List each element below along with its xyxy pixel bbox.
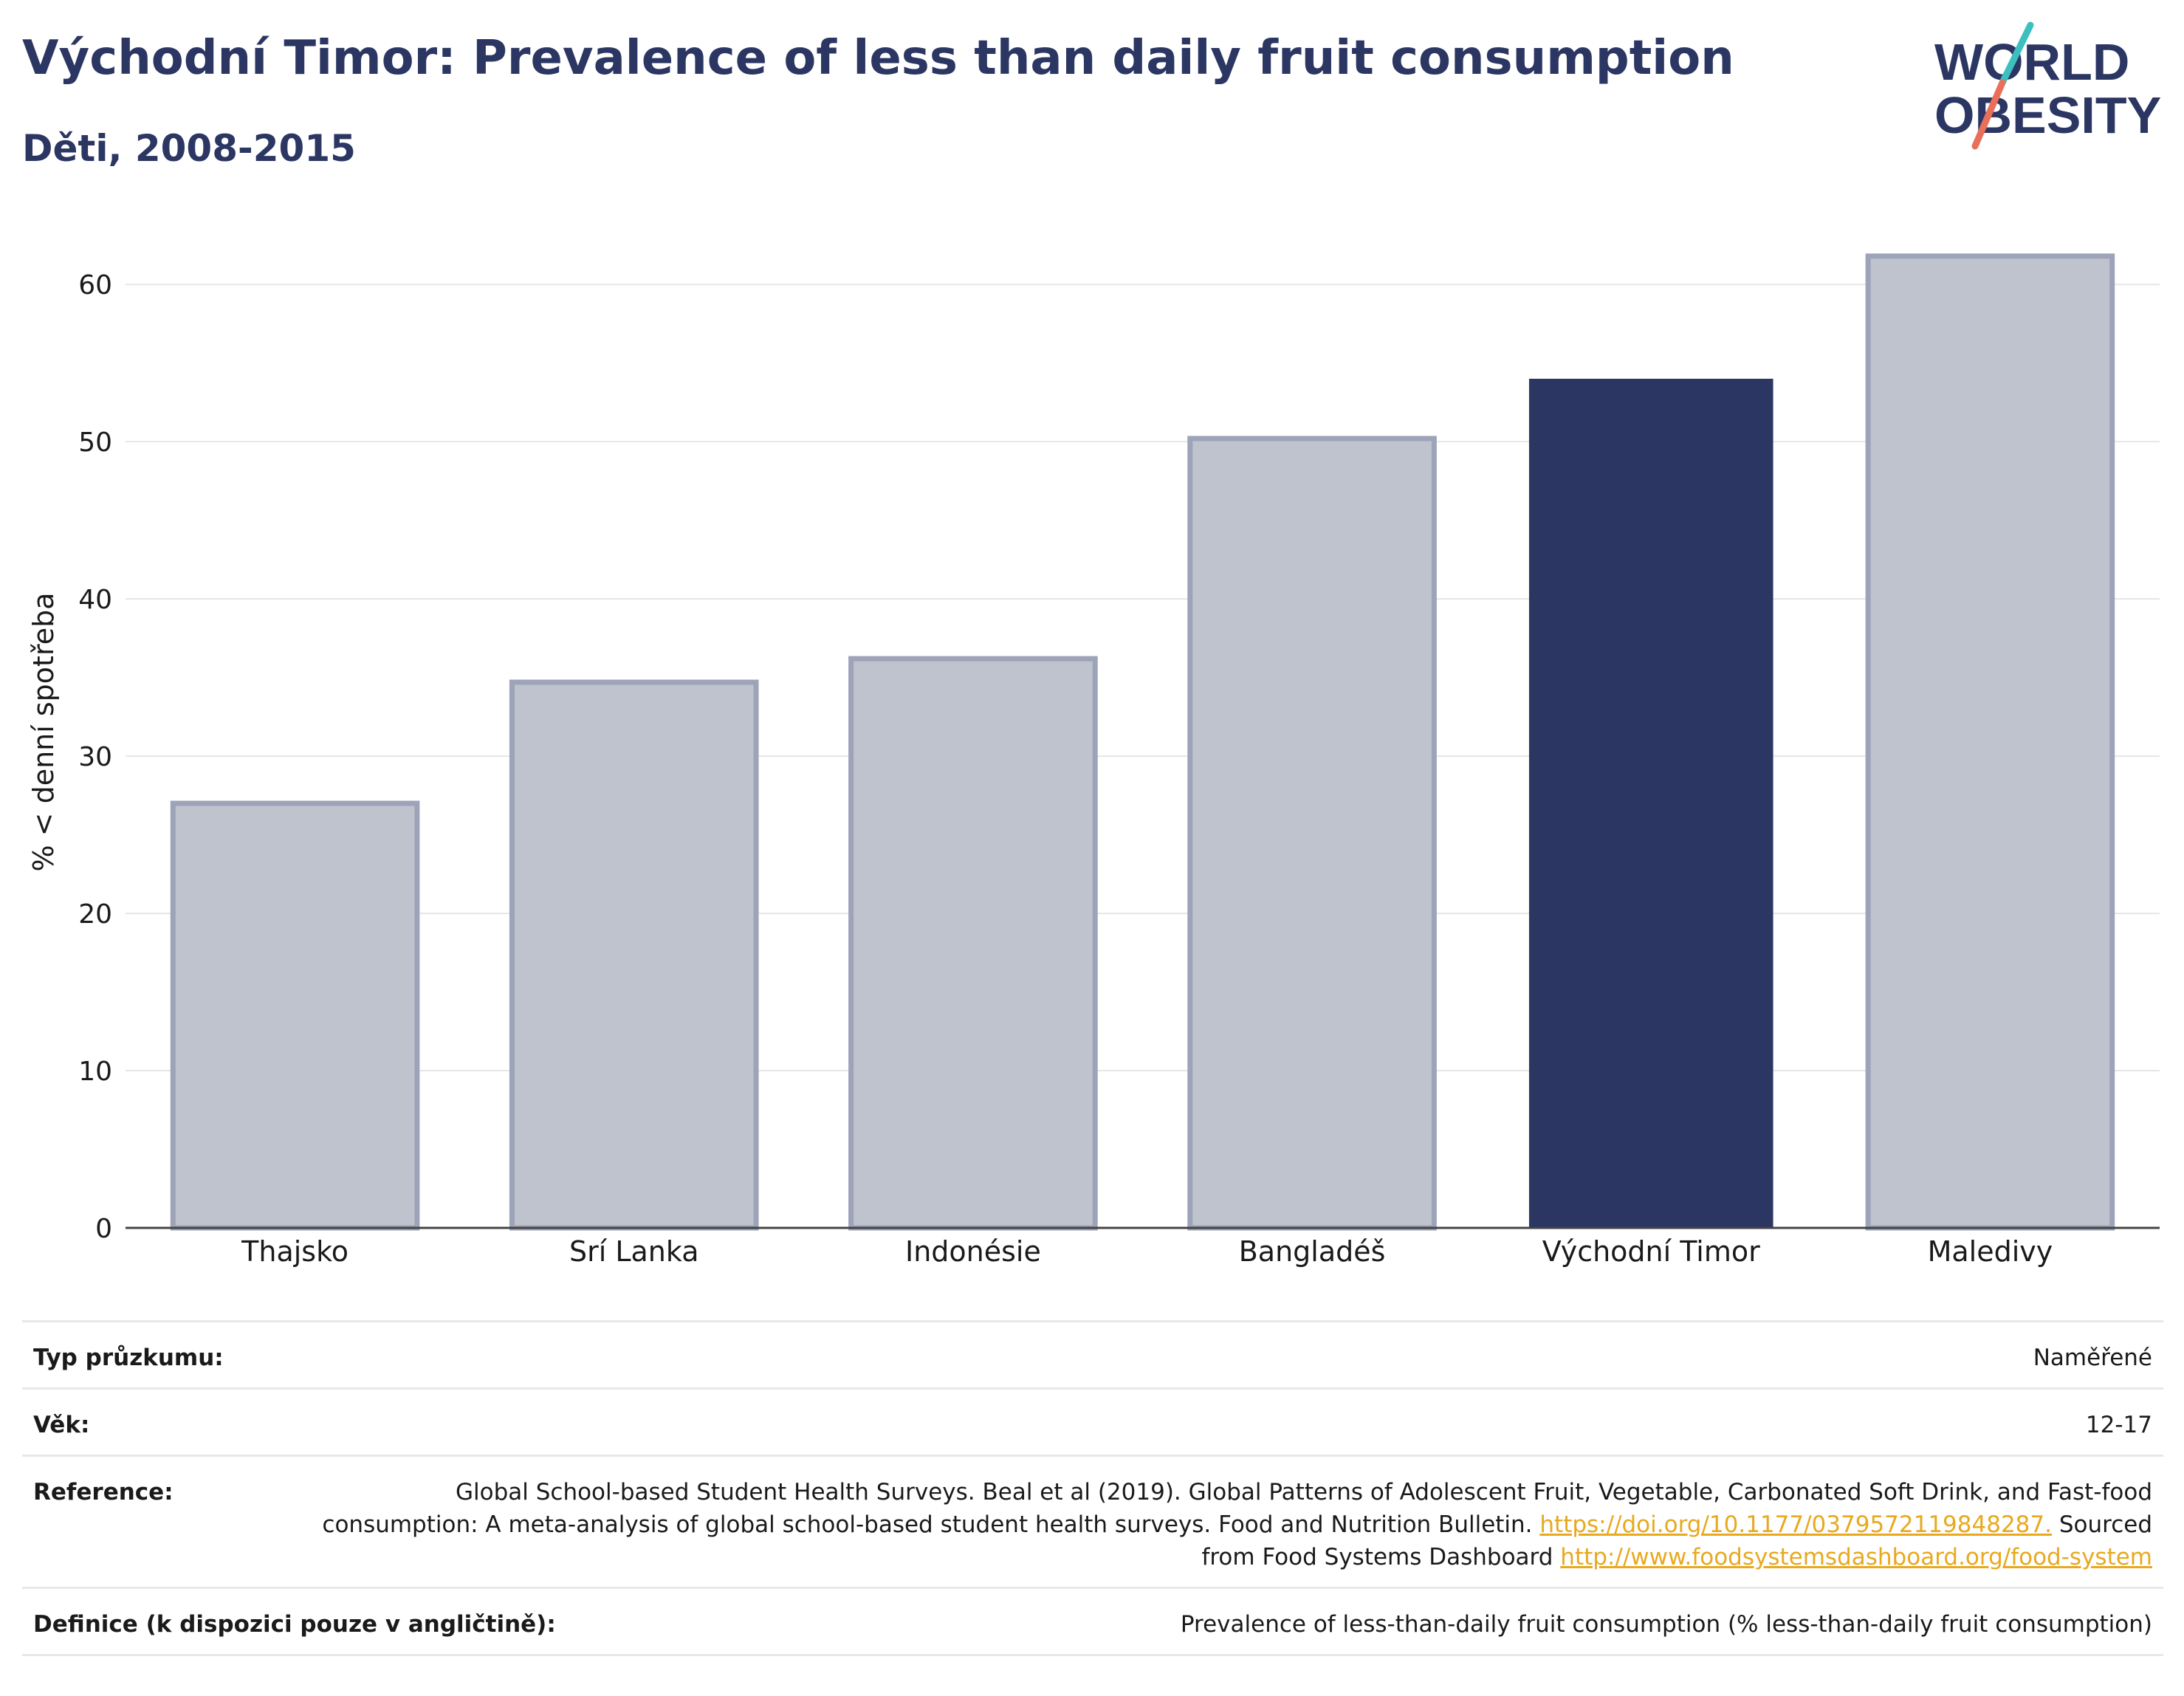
meta-row-reference: Reference: Global School-based Student H… <box>22 1455 2163 1587</box>
y-tick-label: 10 <box>78 1057 112 1087</box>
y-tick-label: 0 <box>95 1214 112 1244</box>
meta-row-age: Věk: 12-17 <box>22 1387 2163 1455</box>
x-category-label: Indonésie <box>905 1235 1041 1268</box>
bar-3 <box>848 656 1098 1231</box>
bar-2 <box>509 679 759 1231</box>
gridlines <box>126 284 2160 1072</box>
bar-chart: 0 10 20 30 40 50 60 Thajsko Srí Lanka Indonésie Ba… <box>27 253 2160 1268</box>
chart-subtitle: Děti, 2008-2015 <box>22 127 356 170</box>
meta-row-definition: Definice (k dispozici pouze v angličtině… <box>22 1587 2163 1656</box>
axes: 0 10 20 30 40 50 60 Thajsko Srí Lanka Indonésie Ba… <box>78 270 2160 1268</box>
meta-value: 12-17 <box>2085 1412 2152 1438</box>
metadata-table: Typ průzkumu: Naměřené Věk: 12-17 Refere… <box>22 1320 2163 1656</box>
logo-accent-coral <box>1971 79 2006 150</box>
bar-1 <box>170 800 420 1231</box>
meta-label: Typ průzkumu: <box>33 1345 224 1371</box>
meta-label: Věk: <box>33 1412 90 1438</box>
logo-line1: WORLD <box>1934 33 2129 91</box>
x-category-label: Maledivy <box>1928 1235 2053 1268</box>
y-tick-label: 20 <box>78 899 112 930</box>
y-axis-title: % < denní spotřeba <box>27 592 60 871</box>
reference-source-text: Sourced from Food Systems Dashboard <box>1201 1511 2152 1570</box>
y-tick-label: 60 <box>78 270 112 301</box>
bar-6 <box>1865 253 2115 1231</box>
y-tick-label: 50 <box>78 428 112 458</box>
bar-4 <box>1187 436 1437 1231</box>
y-tick-label: 40 <box>78 585 112 615</box>
x-category-label: Bangladéš <box>1239 1235 1386 1268</box>
bar-5 <box>1528 378 1773 1228</box>
meta-label: Reference: <box>33 1479 174 1506</box>
chart-title: Východní Timor: Prevalence of less than … <box>22 31 1734 86</box>
meta-row-survey-type: Typ průzkumu: Naměřené <box>22 1320 2163 1387</box>
x-category-label: Srí Lanka <box>569 1235 699 1268</box>
meta-value: Naměřené <box>2033 1345 2152 1371</box>
meta-value: Global School-based Student Health Surve… <box>321 1476 2152 1573</box>
logo-line2: OBESITY <box>1934 86 2161 144</box>
meta-value: Prevalence of less-than-daily fruit cons… <box>1180 1611 2152 1638</box>
x-category-label: Východní Timor <box>1542 1235 1760 1268</box>
dashboard-link[interactable]: http://www.foodsystemsdashboard.org/food… <box>1560 1544 2152 1570</box>
world-obesity-logo: WORLD OBESITY <box>1934 21 2161 150</box>
doi-link[interactable]: https://doi.org/10.1177/0379572119848287… <box>1539 1511 2052 1538</box>
reference-text: Global School-based Student Health Surve… <box>322 1479 2152 1538</box>
x-category-label: Thajsko <box>241 1235 348 1268</box>
y-tick-label: 30 <box>78 742 112 772</box>
meta-label: Definice (k dispozici pouze v angličtině… <box>33 1611 556 1638</box>
bars <box>170 253 2115 1231</box>
logo-accent-teal <box>1999 21 2034 86</box>
